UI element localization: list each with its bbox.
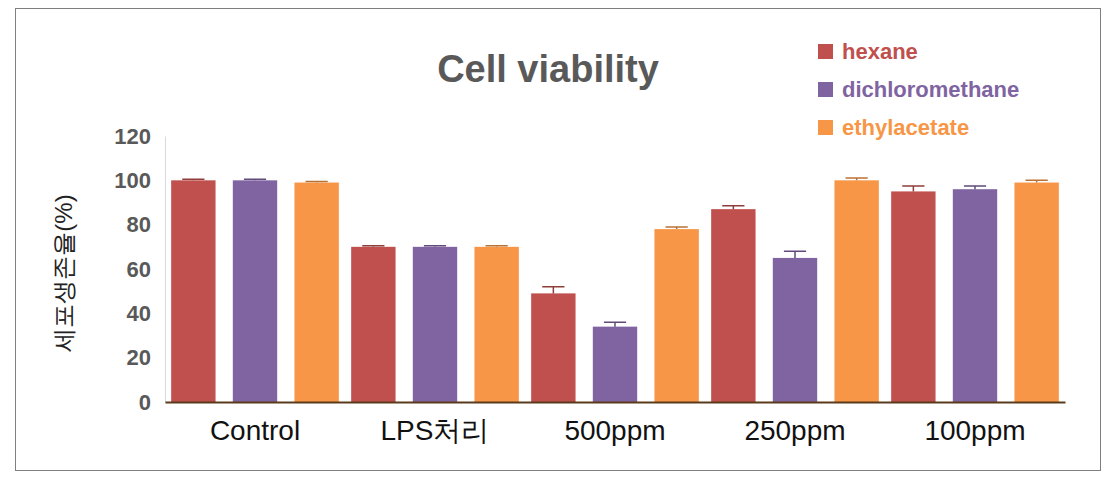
tick-label: Control [210,415,300,446]
chart: Cell viability 세포생존율(%) 0 20 40 60 80 100 120 Con… [0,0,1114,487]
error-bar [424,246,446,247]
tick-label: 100 [114,168,151,193]
error-bar [964,186,986,189]
tick: 500ppm [564,402,665,446]
y-axis: 0 20 40 60 80 100 120 [114,124,165,415]
tick: 80 [127,212,165,237]
tick: LPS처리 [381,402,490,446]
tick-label: 100ppm [924,415,1025,446]
legend-label: ethylacetate [842,115,969,140]
tick-label: 500ppm [564,415,665,446]
tick: 120 [114,124,165,149]
tick: Control [210,402,300,446]
legend-label: dichloromethane [842,77,1019,102]
tick-label: LPS처리 [381,415,490,446]
tick: 100ppm [924,402,1025,446]
bar [294,183,338,402]
error-bar [604,322,626,326]
tick: 60 [127,257,165,282]
tick: 0 [139,390,165,415]
error-bar [486,246,508,247]
bar [593,327,637,402]
axis-line [166,402,1066,404]
tick-label: 0 [139,390,151,415]
error-bar [1026,180,1048,182]
bar [654,229,698,402]
bar [1014,183,1058,402]
bar [773,258,817,402]
bar [474,247,518,402]
bar [891,191,935,402]
tick-label: 120 [114,124,151,149]
tick: 40 [127,301,165,326]
x-axis: Control LPS처리 500ppm 250ppm 100ppm [166,402,1066,446]
error-bar [306,181,328,182]
tick-label: 250ppm [744,415,845,446]
tick: 100 [114,168,165,193]
error-bar [362,246,384,247]
legend-swatch [818,82,833,97]
tick: 250ppm [744,402,845,446]
error-bar [846,178,868,180]
bar [531,293,575,402]
bar [834,180,878,402]
bar [711,209,755,402]
axis-line [165,137,166,403]
tick: 20 [127,345,165,370]
legend-swatch [818,120,833,135]
error-bar [542,287,564,294]
bar [351,247,395,402]
error-bar [244,179,266,180]
error-bar [784,251,806,258]
legend-label: hexane [842,39,918,64]
bar [171,180,215,402]
error-bar [902,186,924,192]
bar [233,180,277,402]
legend: hexane dichloromethane ethylacetate [818,39,1019,140]
title: Cell viability [437,48,659,90]
tick-label: 40 [127,301,151,326]
tick-label: 80 [127,212,151,237]
axis-title: 세포생존율(%) [50,194,77,351]
bars [171,178,1059,402]
frame [16,9,1101,471]
error-bar [722,206,744,209]
error-bar [666,227,688,229]
tick-label: 20 [127,345,151,370]
bar [413,247,457,402]
legend-swatch [818,44,833,59]
error-bar [182,179,204,180]
tick-label: 60 [127,257,151,282]
bar [953,189,997,402]
